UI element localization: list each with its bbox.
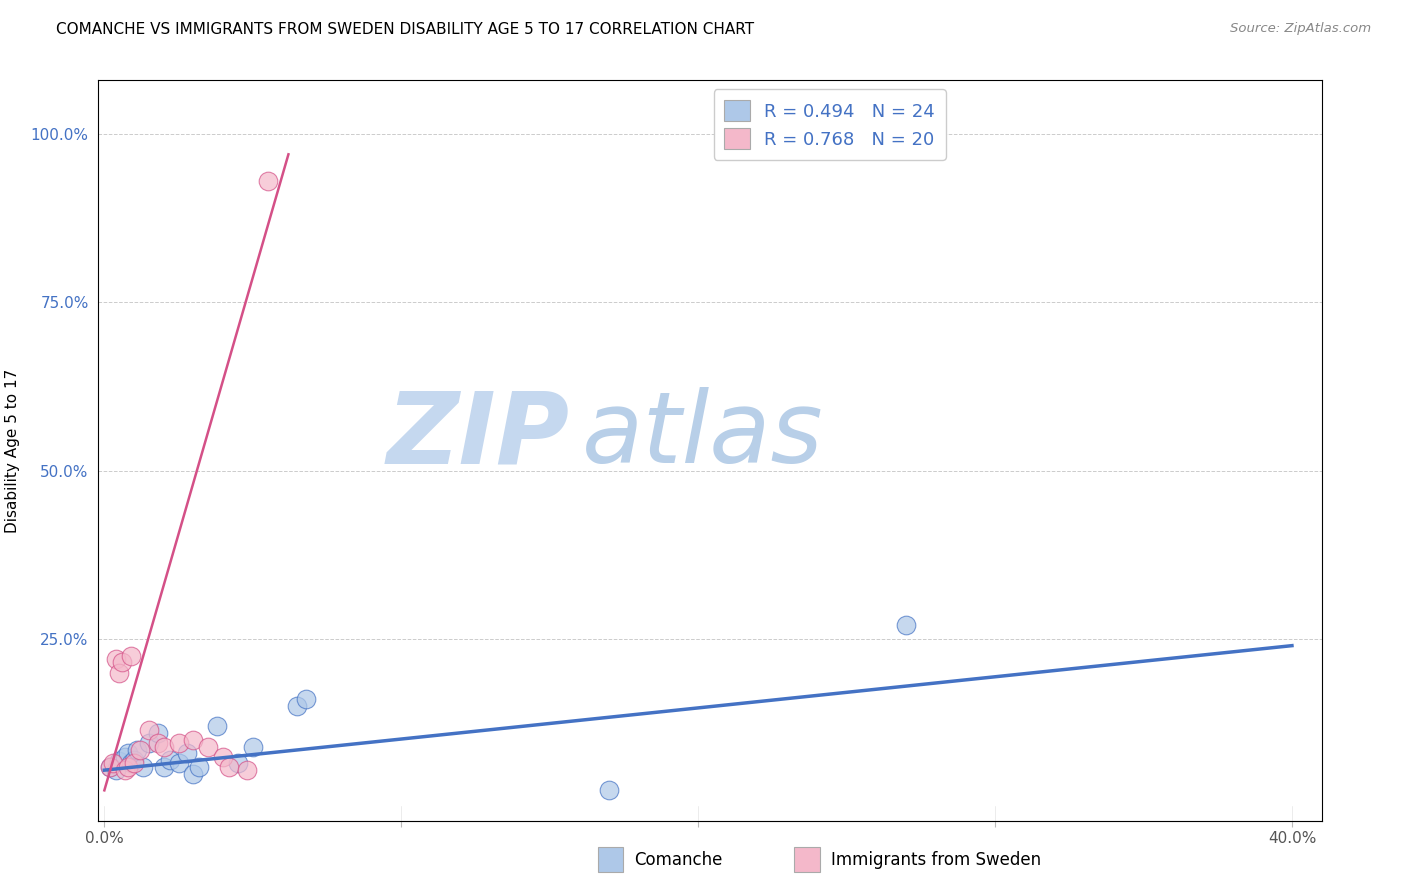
Point [125, 743, 148, 757]
Point [295, 692, 318, 706]
Point [894, 618, 917, 632]
Point [132, 760, 155, 774]
Point [159, 753, 181, 767]
Legend: R = 0.494   N = 24, R = 0.768   N = 20: R = 0.494 N = 24, R = 0.768 N = 20 [713, 89, 946, 160]
Point [114, 763, 136, 777]
Point [108, 665, 131, 680]
Text: ZIP: ZIP [387, 387, 569, 484]
Point [236, 763, 259, 777]
Point [146, 726, 169, 740]
Point [256, 174, 278, 188]
Point [105, 763, 128, 777]
Point [120, 756, 142, 771]
Point [218, 760, 240, 774]
Text: atlas: atlas [582, 387, 824, 484]
Point [167, 756, 190, 771]
Point [122, 753, 145, 767]
Point [98, 760, 121, 774]
Point [138, 736, 160, 750]
Point [129, 743, 152, 757]
Point [167, 736, 190, 750]
Point [176, 747, 198, 761]
Point [152, 739, 174, 754]
Point [285, 699, 308, 714]
Point [103, 756, 125, 771]
Text: Source: ZipAtlas.com: Source: ZipAtlas.com [1230, 22, 1371, 36]
Text: Comanche: Comanche [634, 851, 723, 869]
Point [598, 783, 620, 797]
Point [205, 719, 228, 733]
Point [242, 739, 264, 754]
Point [212, 749, 235, 764]
Point [114, 749, 136, 764]
Point [138, 723, 160, 737]
Point [120, 648, 142, 663]
Text: Immigrants from Sweden: Immigrants from Sweden [831, 851, 1040, 869]
Point [117, 747, 139, 761]
Point [146, 736, 169, 750]
Point [105, 652, 128, 666]
Point [226, 756, 249, 771]
Point [152, 760, 174, 774]
Y-axis label: Disability Age 5 to 17: Disability Age 5 to 17 [4, 368, 20, 533]
Point [117, 760, 139, 774]
Text: COMANCHE VS IMMIGRANTS FROM SWEDEN DISABILITY AGE 5 TO 17 CORRELATION CHART: COMANCHE VS IMMIGRANTS FROM SWEDEN DISAB… [56, 22, 755, 37]
Point [197, 739, 219, 754]
Point [122, 756, 145, 771]
Point [108, 755, 131, 769]
Point [183, 732, 205, 747]
Point [183, 766, 205, 780]
Point [188, 760, 211, 774]
Point [98, 760, 121, 774]
Point [111, 656, 134, 670]
